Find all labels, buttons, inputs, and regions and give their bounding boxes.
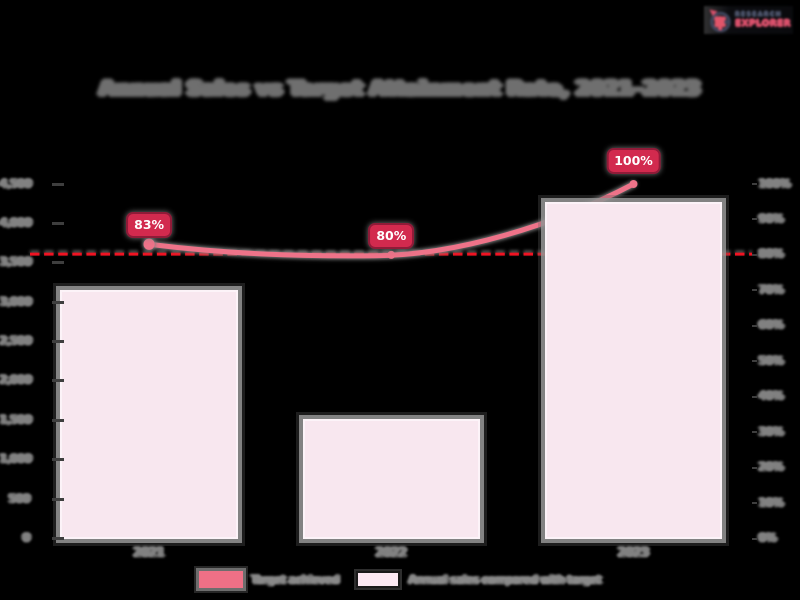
left-axis-tick-mark — [52, 497, 64, 501]
right-axis-tick-mark — [752, 360, 757, 363]
right-axis-tick-label: 70% — [759, 282, 784, 296]
left-axis-tick-label: 4,000 — [0, 215, 32, 229]
logo-text-bottom: EXPLORER — [735, 18, 791, 29]
data-label-callout: 80% — [368, 222, 415, 249]
right-axis-tick-mark — [752, 324, 757, 327]
left-axis-tick-mark — [52, 221, 64, 225]
legend: Target achieved Annual sales compared wi… — [0, 571, 800, 588]
right-axis-tick-label: 40% — [759, 389, 784, 403]
trend-point-marker[interactable] — [143, 238, 155, 250]
left-axis-tick-mark — [52, 418, 64, 422]
legend-swatch-line[interactable] — [198, 571, 243, 588]
legend-label-line[interactable]: Target achieved — [251, 573, 340, 586]
bar-2023[interactable] — [544, 202, 723, 540]
x-axis-label: 2023 — [618, 545, 649, 559]
legend-label-bar[interactable]: Annual sales compared with target — [409, 573, 602, 586]
left-axis-tick-label: 0 — [23, 531, 30, 544]
left-axis-tick-label: 4,500 — [0, 176, 32, 190]
left-axis-tick-label: 2,500 — [0, 334, 32, 348]
right-axis-tick-mark — [752, 218, 757, 221]
right-axis-tick-label: 80% — [759, 247, 784, 261]
left-axis-tick-label: 500 — [9, 491, 30, 505]
left-axis-tick-mark — [52, 537, 64, 540]
right-axis-tick-mark — [752, 395, 757, 398]
bar-2021[interactable] — [60, 290, 238, 540]
right-axis-tick-label: 50% — [759, 353, 784, 367]
bar-2022[interactable] — [302, 418, 481, 540]
left-axis-tick-mark — [52, 379, 64, 383]
right-axis-tick-label: 20% — [759, 460, 784, 474]
left-axis-tick-label: 2,000 — [0, 373, 32, 387]
left-axis-tick-mark — [52, 261, 64, 265]
logo-text-top: RESEARCH — [735, 10, 783, 18]
data-label-callout: 83% — [126, 212, 173, 239]
right-axis-tick-mark — [752, 537, 757, 540]
trend-point-marker[interactable] — [387, 250, 396, 259]
right-axis-tick-label: 30% — [759, 424, 784, 438]
right-axis-tick-label: 100% — [759, 176, 791, 190]
right-axis-tick-mark — [752, 253, 757, 256]
right-axis-tick-label: 10% — [759, 495, 784, 509]
right-axis-tick-label: 0% — [759, 531, 777, 544]
left-axis-tick-mark — [52, 182, 64, 186]
left-axis-tick-mark — [52, 458, 64, 462]
data-label-callout: 100% — [606, 148, 661, 174]
brand-logo: RESEARCH EXPLORER — [704, 6, 793, 34]
x-axis-label: 2022 — [376, 545, 407, 559]
left-axis-tick-mark — [52, 340, 64, 344]
right-axis-tick-mark — [752, 289, 757, 292]
left-axis-tick-label: 3,000 — [0, 294, 32, 308]
left-axis-tick-label: 1,500 — [0, 412, 32, 426]
right-axis-tick-mark — [752, 431, 757, 434]
trend-point-marker[interactable] — [629, 180, 638, 188]
left-axis-tick-mark — [52, 300, 64, 304]
right-axis-tick-label: 60% — [759, 318, 784, 332]
chart-title: Annual Sales vs Target Attainment Rate, … — [99, 76, 701, 100]
x-axis-label: 2021 — [133, 545, 165, 559]
left-axis-tick-label: 1,000 — [0, 452, 32, 466]
left-axis-tick-label: 3,500 — [0, 255, 32, 269]
logo-icon — [709, 9, 731, 33]
legend-swatch-bar[interactable] — [356, 571, 401, 588]
right-axis-tick-label: 90% — [759, 211, 784, 225]
right-axis-tick-mark — [752, 502, 757, 505]
right-axis-tick-mark — [752, 466, 757, 469]
right-axis-tick-mark — [752, 183, 757, 185]
